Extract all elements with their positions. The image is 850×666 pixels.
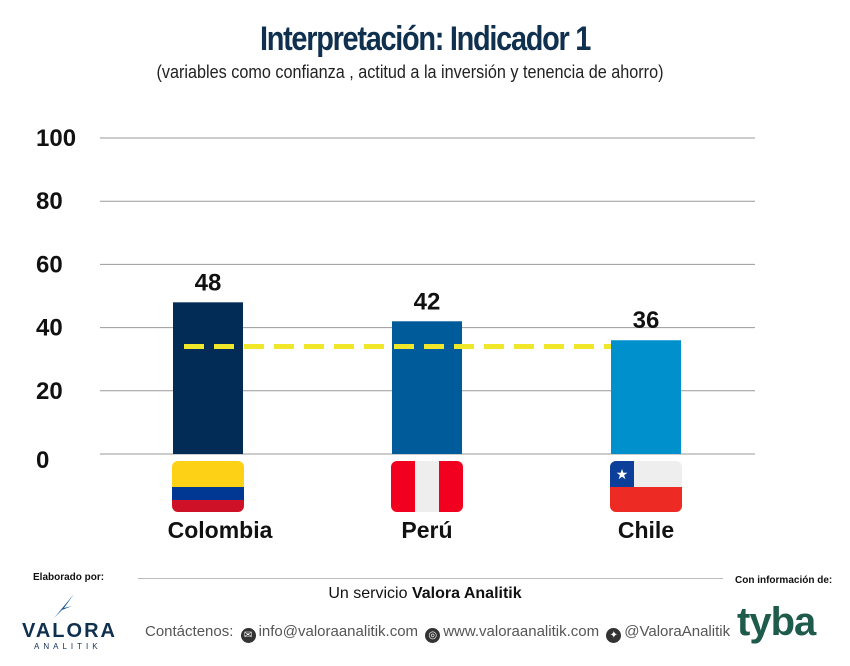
email-icon: ✉ <box>240 628 256 643</box>
tyba-logo: tyba <box>737 600 816 644</box>
flag-chile-icon: ★ <box>610 461 682 512</box>
bar-colombia <box>173 302 243 454</box>
service-brand: Valora Analitik <box>411 585 522 602</box>
service-line: Un servicio Valora Analitik <box>0 585 850 603</box>
svg-text:★: ★ <box>616 466 629 482</box>
bar-perú <box>392 321 462 454</box>
info-from-label: Con información de: <box>735 575 833 586</box>
email-link[interactable]: info@valoraanalitik.com <box>258 623 419 640</box>
flag-peru-icon <box>391 461 463 512</box>
y-tick-label: 20 <box>36 378 63 405</box>
contact-line: Contáctenos: ✉ info@valoraanalitik.com ◎ w… <box>145 623 730 643</box>
flag-colombia-icon <box>172 461 244 512</box>
valora-logo: VALORA <box>22 620 117 642</box>
chart-title: Interpretación: Indicador 1 <box>259 20 591 58</box>
valora-logo-sub: ANALITIK <box>34 642 102 651</box>
made-by-label: Elaborado por: <box>33 572 105 583</box>
data-label: 48 <box>195 269 222 296</box>
contact-label: Contáctenos: <box>145 623 234 640</box>
y-tick-label: 60 <box>36 251 63 278</box>
y-tick-label: 80 <box>36 188 63 215</box>
bar-chart: 0 20 40 60 80 100 48 Colombia 42 Perú 36 Chile ★ <box>36 125 755 543</box>
website-link[interactable]: www.valoraanalitik.com <box>443 623 600 640</box>
chart-subtitle: (variables como confianza , actitud a la… <box>156 62 664 82</box>
bar-chile <box>611 340 681 454</box>
footer-divider <box>138 578 723 579</box>
category-label: Perú <box>401 517 452 543</box>
category-label: Chile <box>618 517 674 543</box>
valora-wing-icon <box>54 594 74 618</box>
y-tick-label: 0 <box>36 447 49 474</box>
twitter-link[interactable]: @ValoraAnalitik <box>624 623 731 640</box>
service-prefix: Un servicio <box>328 585 412 602</box>
twitter-icon: ✦ <box>606 628 622 643</box>
globe-icon: ◎ <box>425 628 441 643</box>
data-label: 36 <box>633 307 660 334</box>
y-tick-label: 100 <box>36 125 76 152</box>
data-label: 42 <box>414 288 441 315</box>
category-label: Colombia <box>168 517 273 543</box>
y-tick-label: 40 <box>36 315 63 342</box>
